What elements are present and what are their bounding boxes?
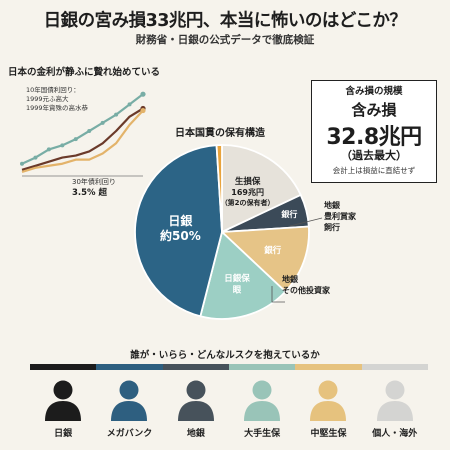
holder-label: メガバンク [107,426,152,439]
pie-label-0-1: 169兆円 [231,187,264,197]
holder-item: 中堅生保 [295,376,361,439]
callout-bank-1: 豊利賞家 [324,211,357,221]
holder-color-segment [163,364,229,370]
holder-item: 個人・海外 [362,376,428,439]
holder-list: 日銀 メガバンク 地銀 大手生保 中堅生保 個人・海外 [30,376,428,439]
risk-section-title: 誰が・いらら・どんなルスクを抱えているか [0,347,450,361]
holder-item: メガバンク [96,376,162,439]
holder-color-segment [30,364,96,370]
pie-label-4-0: 日銀 [168,213,192,228]
person-icon [305,376,351,422]
holder-color-bar [30,364,428,370]
holder-label: 個人・海外 [372,426,417,439]
holder-label: 地銀 [187,426,205,439]
person-icon [173,376,219,422]
pie-label-4-1: 約50% [160,228,201,243]
holder-color-segment [362,364,428,370]
holder-label: 中堅生保 [310,426,346,439]
callout-regional-0: 地銀 [282,274,298,284]
pie-label-3-0: 日銀保 [224,273,250,284]
pie-label-3-1: 眼 [233,285,242,295]
holder-label: 大手生保 [244,426,280,439]
jgb-holding-pie-chart: 生損保169兆円（第2の保有者）銀行銀行日銀保眼日銀約50%地銀豊利賞家飼行地銀… [0,0,450,345]
holder-label: 日銀 [54,426,72,439]
person-icon [372,376,418,422]
callout-regional-1: その他投資家 [282,285,331,295]
holder-color-segment [229,364,295,370]
pie-label-1-0: 銀行 [280,209,297,219]
pie-label-2-0: 銀行 [263,245,282,256]
holder-item: 日銀 [30,376,96,439]
person-icon [106,376,152,422]
holder-color-segment [295,364,361,370]
person-icon [40,376,86,422]
person-icon [239,376,285,422]
pie-label-0-2: （第2の保有者） [221,198,275,207]
holder-color-segment [96,364,162,370]
holder-item: 大手生保 [229,376,295,439]
callout-bank-2: 飼行 [323,222,340,232]
holder-item: 地銀 [163,376,229,439]
pie-label-0-0: 生損保 [235,176,261,187]
callout-bank-0: 地銀 [324,200,340,210]
